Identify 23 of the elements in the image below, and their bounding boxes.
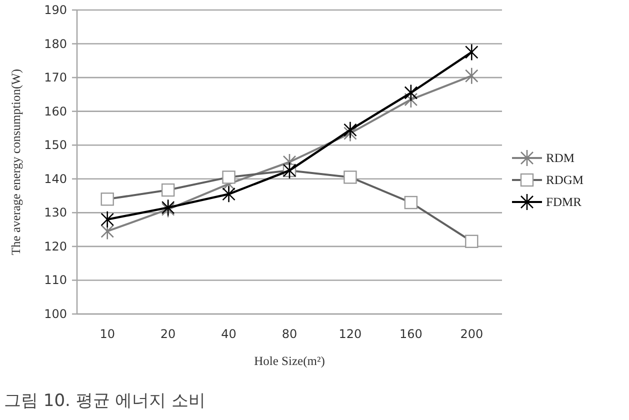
y-tick-label: 180 bbox=[44, 36, 67, 51]
y-tick-label: 150 bbox=[44, 138, 67, 152]
y-tick-label: 110 bbox=[44, 273, 67, 288]
y-tick-label: 100 bbox=[44, 307, 67, 321]
x-tick-label: 80 bbox=[282, 327, 298, 341]
x-tick-label: 200 bbox=[460, 327, 484, 341]
caption: 그림 10. 평균 에너지 소비 bbox=[4, 391, 206, 411]
x-tick-label: 20 bbox=[160, 327, 176, 341]
x-tick-label: 10 bbox=[100, 327, 115, 341]
legend-label: RDM bbox=[546, 151, 574, 165]
x-tick-label: 40 bbox=[221, 327, 236, 341]
x-axis-title: Hole Size(m²) bbox=[254, 354, 325, 368]
x-tick-label: 120 bbox=[338, 327, 362, 341]
y-tick-label: 140 bbox=[44, 172, 67, 186]
legend-label: FDMR bbox=[546, 195, 582, 209]
y-tick-label: 190 bbox=[44, 3, 67, 17]
y-axis-title: The average energy consumption(W) bbox=[9, 68, 23, 256]
y-tick-label: 160 bbox=[44, 104, 67, 118]
legend-label: RDGM bbox=[546, 173, 584, 187]
x-tick-label: 160 bbox=[399, 327, 422, 341]
y-tick-label: 120 bbox=[44, 239, 67, 254]
y-tick-label: 130 bbox=[44, 206, 67, 220]
y-tick-label: 170 bbox=[44, 70, 67, 85]
